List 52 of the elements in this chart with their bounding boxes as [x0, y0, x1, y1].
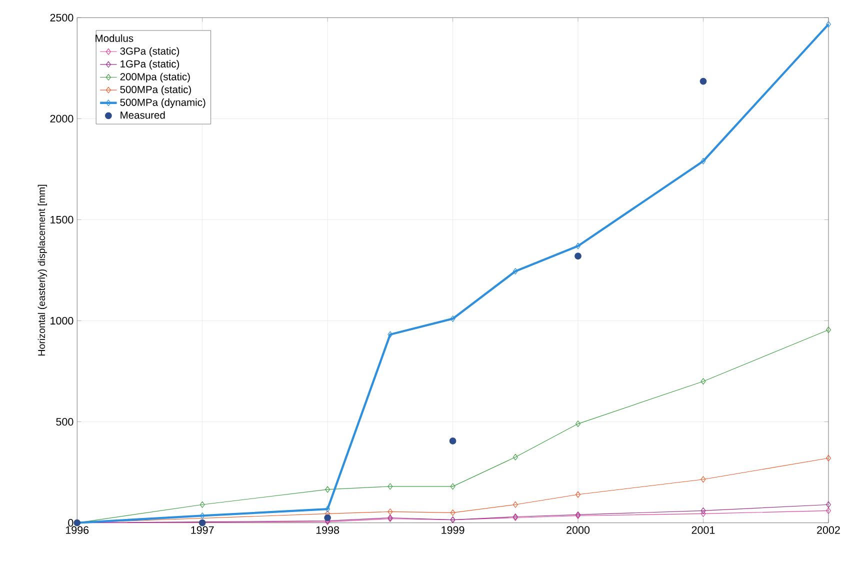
- point: [826, 21, 831, 28]
- point: [826, 501, 831, 508]
- point: [574, 252, 582, 260]
- legend-label: 500MPa (dynamic): [120, 98, 206, 108]
- y-axis-title: Horizontal (easterly) displacement [mm]: [38, 184, 47, 356]
- point: [576, 242, 581, 250]
- point: [512, 268, 518, 275]
- legend-label: 1GPa (static): [120, 60, 180, 70]
- point: [700, 510, 706, 517]
- point: [325, 506, 330, 512]
- point: [826, 326, 831, 334]
- point: [576, 491, 581, 498]
- y-tick-label: 1500: [50, 216, 74, 224]
- y-tick-label: 2500: [50, 14, 74, 22]
- point: [198, 519, 206, 526]
- point: [325, 486, 330, 493]
- point: [700, 378, 706, 385]
- point: [700, 476, 706, 483]
- point: [450, 510, 456, 516]
- y-tick-label: 500: [56, 418, 74, 426]
- x-tick-label: 1998: [316, 526, 340, 534]
- x-tick-label: 1999: [442, 526, 464, 534]
- x-tick-label: 1997: [191, 526, 214, 534]
- point: [512, 501, 518, 508]
- y-tick-label: 2000: [50, 114, 74, 123]
- point: [450, 316, 456, 322]
- x-tick-label: 1996: [66, 526, 89, 534]
- point: [450, 483, 456, 490]
- y-tick-label: 1000: [50, 316, 74, 325]
- point: [512, 454, 518, 460]
- legend-label: 500MPa (static): [120, 86, 191, 96]
- point: [200, 512, 205, 520]
- y-tick-label: 0: [68, 519, 74, 527]
- point: [324, 514, 331, 522]
- legend-label: 3GPa (static): [120, 47, 180, 57]
- legend-title: Modulus: [96, 34, 134, 42]
- legend-label: Measured: [120, 111, 165, 119]
- point: [449, 438, 456, 444]
- point: [388, 331, 393, 338]
- legend-label: 200Mpa (static): [120, 72, 190, 82]
- point: [826, 508, 831, 514]
- x-tick-label: 2001: [692, 526, 715, 534]
- point: [576, 420, 581, 428]
- point: [700, 508, 706, 514]
- point: [200, 501, 205, 508]
- x-tick-label: 2000: [566, 526, 590, 534]
- point: [826, 454, 831, 462]
- x-tick-label: 2002: [817, 526, 840, 534]
- point: [388, 508, 393, 515]
- point: [700, 158, 706, 164]
- point: [388, 483, 393, 490]
- point: [700, 78, 707, 85]
